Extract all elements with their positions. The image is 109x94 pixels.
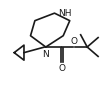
Text: O: O [59, 64, 66, 73]
Text: N: N [42, 50, 49, 59]
Text: O: O [71, 37, 78, 46]
Text: NH: NH [58, 9, 71, 18]
